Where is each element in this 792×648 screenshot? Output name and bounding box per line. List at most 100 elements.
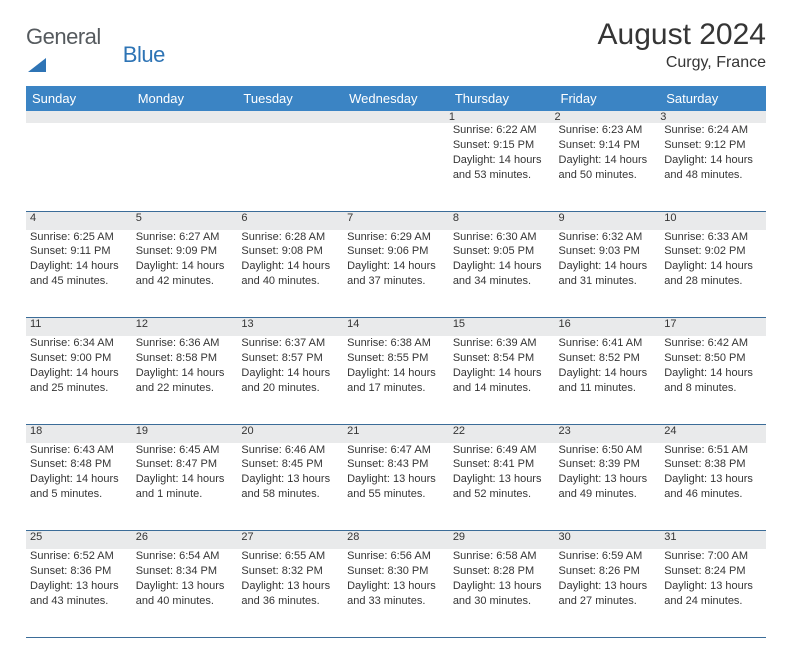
calendar-day-cell: Sunrise: 6:46 AMSunset: 8:45 PMDaylight:… (237, 443, 343, 531)
day-detail-line: Daylight: 13 hours and 49 minutes. (559, 472, 657, 502)
day-detail-line: Sunset: 9:03 PM (559, 244, 657, 259)
day-number-cell: 19 (132, 424, 238, 443)
day-detail-line: Daylight: 14 hours and 22 minutes. (136, 366, 234, 396)
day-number-row: 45678910 (26, 211, 766, 230)
day-number-cell: 27 (237, 531, 343, 550)
day-detail-line: Sunrise: 6:43 AM (30, 443, 128, 458)
brand-part2-wrap: GeneralBlue (28, 42, 165, 68)
day-detail-line: Sunset: 8:57 PM (241, 351, 339, 366)
day-number-cell: 12 (132, 318, 238, 337)
calendar-week-row: Sunrise: 6:22 AMSunset: 9:15 PMDaylight:… (26, 123, 766, 211)
day-number-cell (26, 111, 132, 123)
day-detail-line: Daylight: 14 hours and 17 minutes. (347, 366, 445, 396)
day-detail-line: Sunset: 8:30 PM (347, 564, 445, 579)
day-number-cell: 29 (449, 531, 555, 550)
calendar-day-cell: Sunrise: 7:00 AMSunset: 8:24 PMDaylight:… (660, 549, 766, 637)
day-number-cell: 25 (26, 531, 132, 550)
day-number-cell: 15 (449, 318, 555, 337)
day-detail-line: Sunset: 8:50 PM (664, 351, 762, 366)
day-detail-line: Sunrise: 6:36 AM (136, 336, 234, 351)
day-detail-line: Sunset: 9:15 PM (453, 138, 551, 153)
day-detail-line: Sunrise: 6:38 AM (347, 336, 445, 351)
day-details: Sunrise: 6:51 AMSunset: 8:38 PMDaylight:… (664, 443, 762, 502)
day-detail-line: Daylight: 13 hours and 46 minutes. (664, 472, 762, 502)
calendar-day-cell: Sunrise: 6:59 AMSunset: 8:26 PMDaylight:… (555, 549, 661, 637)
calendar-day-cell: Sunrise: 6:41 AMSunset: 8:52 PMDaylight:… (555, 336, 661, 424)
day-detail-line: Sunset: 8:55 PM (347, 351, 445, 366)
calendar-week-row: Sunrise: 6:25 AMSunset: 9:11 PMDaylight:… (26, 230, 766, 318)
day-detail-line: Sunrise: 6:27 AM (136, 230, 234, 245)
calendar-day-cell: Sunrise: 6:54 AMSunset: 8:34 PMDaylight:… (132, 549, 238, 637)
calendar-page: General August 2024 Curgy, France Genera… (0, 0, 792, 648)
day-number-cell (132, 111, 238, 123)
day-number-cell (343, 111, 449, 123)
calendar-day-cell: Sunrise: 6:56 AMSunset: 8:30 PMDaylight:… (343, 549, 449, 637)
day-details: Sunrise: 6:23 AMSunset: 9:14 PMDaylight:… (559, 123, 657, 182)
weekday-header: Friday (555, 86, 661, 111)
day-detail-line: Sunrise: 6:58 AM (453, 549, 551, 564)
day-number-cell: 26 (132, 531, 238, 550)
day-detail-line: Sunrise: 6:55 AM (241, 549, 339, 564)
day-number-cell: 13 (237, 318, 343, 337)
calendar-header-row: SundayMondayTuesdayWednesdayThursdayFrid… (26, 86, 766, 111)
day-detail-line: Sunset: 8:24 PM (664, 564, 762, 579)
day-details: Sunrise: 6:41 AMSunset: 8:52 PMDaylight:… (559, 336, 657, 395)
day-detail-line: Sunrise: 6:22 AM (453, 123, 551, 138)
day-details: Sunrise: 6:36 AMSunset: 8:58 PMDaylight:… (136, 336, 234, 395)
day-detail-line: Daylight: 13 hours and 58 minutes. (241, 472, 339, 502)
day-details: Sunrise: 6:25 AMSunset: 9:11 PMDaylight:… (30, 230, 128, 289)
day-detail-line: Sunrise: 6:50 AM (559, 443, 657, 458)
calendar-day-cell: Sunrise: 6:33 AMSunset: 9:02 PMDaylight:… (660, 230, 766, 318)
day-detail-line: Daylight: 13 hours and 36 minutes. (241, 579, 339, 609)
day-detail-line: Sunrise: 6:42 AM (664, 336, 762, 351)
day-detail-line: Sunrise: 6:49 AM (453, 443, 551, 458)
day-detail-line: Sunset: 8:47 PM (136, 457, 234, 472)
day-detail-line: Sunrise: 6:41 AM (559, 336, 657, 351)
day-detail-line: Daylight: 14 hours and 1 minute. (136, 472, 234, 502)
day-detail-line: Sunset: 8:28 PM (453, 564, 551, 579)
day-detail-line: Sunrise: 6:54 AM (136, 549, 234, 564)
day-detail-line: Sunrise: 7:00 AM (664, 549, 762, 564)
day-details: Sunrise: 6:33 AMSunset: 9:02 PMDaylight:… (664, 230, 762, 289)
day-detail-line: Daylight: 14 hours and 20 minutes. (241, 366, 339, 396)
day-details: Sunrise: 6:30 AMSunset: 9:05 PMDaylight:… (453, 230, 551, 289)
calendar-day-cell: Sunrise: 6:43 AMSunset: 8:48 PMDaylight:… (26, 443, 132, 531)
day-detail-line: Sunset: 9:00 PM (30, 351, 128, 366)
calendar-day-cell: Sunrise: 6:27 AMSunset: 9:09 PMDaylight:… (132, 230, 238, 318)
day-detail-line: Daylight: 14 hours and 40 minutes. (241, 259, 339, 289)
location-subtitle: Curgy, France (598, 54, 766, 72)
day-detail-line: Sunset: 8:36 PM (30, 564, 128, 579)
title-block: August 2024 Curgy, France (598, 18, 766, 72)
weekday-header: Saturday (660, 86, 766, 111)
day-number-cell: 30 (555, 531, 661, 550)
day-detail-line: Sunrise: 6:33 AM (664, 230, 762, 245)
day-detail-line: Sunset: 8:52 PM (559, 351, 657, 366)
calendar-week-row: Sunrise: 6:34 AMSunset: 9:00 PM Daylight:… (26, 336, 766, 424)
day-number-cell: 28 (343, 531, 449, 550)
calendar-day-cell: Sunrise: 6:38 AMSunset: 8:55 PMDaylight:… (343, 336, 449, 424)
day-detail-line: Sunset: 8:41 PM (453, 457, 551, 472)
day-number-cell: 24 (660, 424, 766, 443)
day-details: Sunrise: 6:39 AMSunset: 8:54 PMDaylight:… (453, 336, 551, 395)
day-details: Sunrise: 6:56 AMSunset: 8:30 PMDaylight:… (347, 549, 445, 608)
day-number-cell: 5 (132, 211, 238, 230)
weekday-header: Tuesday (237, 86, 343, 111)
day-details: Sunrise: 6:29 AMSunset: 9:06 PMDaylight:… (347, 230, 445, 289)
day-details: Sunrise: 6:54 AMSunset: 8:34 PMDaylight:… (136, 549, 234, 608)
day-detail-line: Daylight: 13 hours and 24 minutes. (664, 579, 762, 609)
day-details: Sunrise: 6:38 AMSunset: 8:55 PMDaylight:… (347, 336, 445, 395)
day-number-cell (237, 111, 343, 123)
calendar-day-cell: Sunrise: 6:22 AMSunset: 9:15 PMDaylight:… (449, 123, 555, 211)
day-detail-line: Sunset: 9:09 PM (136, 244, 234, 259)
day-detail-line: Sunrise: 6:24 AM (664, 123, 762, 138)
day-detail-line: Sunrise: 6:46 AM (241, 443, 339, 458)
calendar-day-cell: Sunrise: 6:50 AMSunset: 8:39 PMDaylight:… (555, 443, 661, 531)
day-details: Sunrise: 6:22 AMSunset: 9:15 PMDaylight:… (453, 123, 551, 182)
day-detail-line: Sunrise: 6:34 AM (30, 336, 128, 351)
calendar-day-cell: Sunrise: 6:39 AMSunset: 8:54 PMDaylight:… (449, 336, 555, 424)
day-number-row: 123 (26, 111, 766, 123)
day-details: Sunrise: 6:55 AMSunset: 8:32 PMDaylight:… (241, 549, 339, 608)
day-detail-line: Daylight: 13 hours and 43 minutes. (30, 579, 128, 609)
calendar-day-cell: Sunrise: 6:28 AMSunset: 9:08 PMDaylight:… (237, 230, 343, 318)
day-number-row: 11121314151617 (26, 318, 766, 337)
